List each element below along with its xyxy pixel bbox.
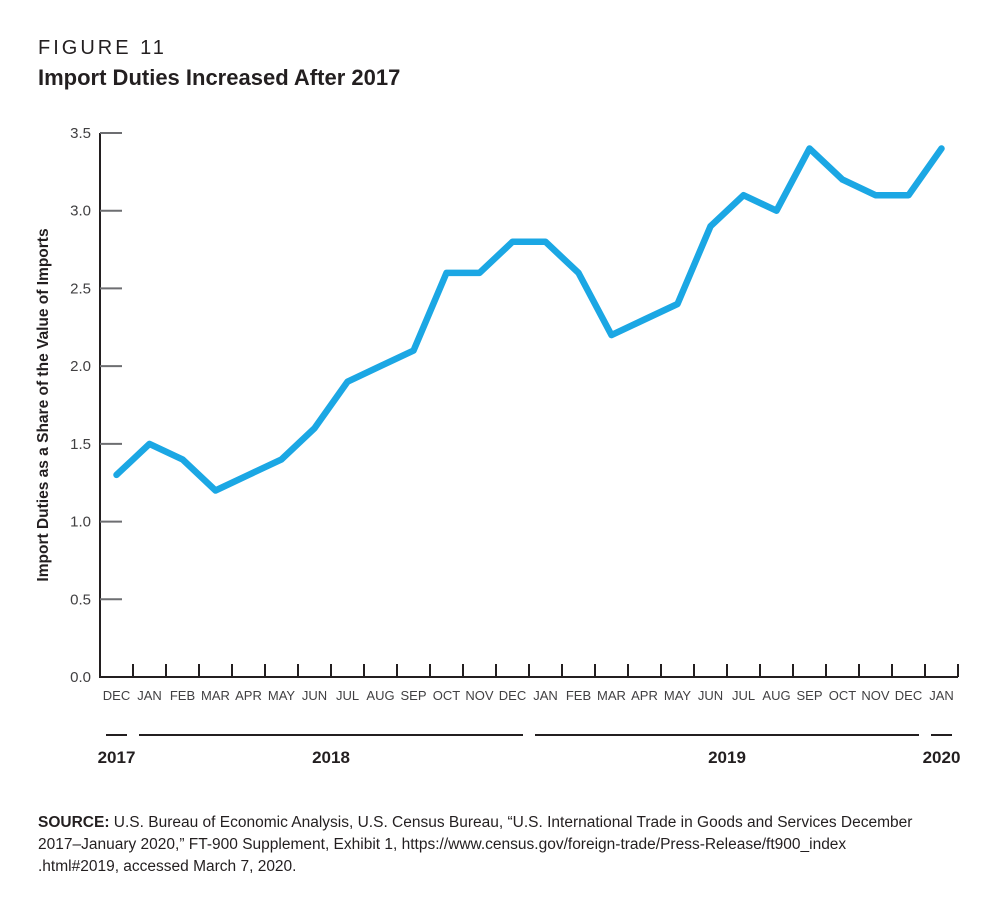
source-line: 2017–January 2020,” FT-900 Supplement, E…	[38, 836, 847, 853]
x-month-label: JUL	[732, 688, 755, 703]
x-month-label: OCT	[433, 688, 461, 703]
figure-title: Import Duties Increased After 2017	[38, 65, 401, 90]
y-tick-label: 2.5	[70, 280, 91, 297]
year-label: 2019	[708, 748, 746, 767]
source-text: U.S. Bureau of Economic Analysis, U.S. C…	[113, 814, 913, 831]
x-month-label: JAN	[533, 688, 558, 703]
year-label: 2018	[312, 748, 350, 767]
x-month-label: DEC	[895, 688, 922, 703]
x-month-label: FEB	[566, 688, 591, 703]
x-month-label: APR	[235, 688, 262, 703]
x-month-label: SEP	[796, 688, 822, 703]
x-month-label: MAY	[664, 688, 692, 703]
y-tick-label: 3.5	[70, 125, 91, 142]
x-month-label: NOV	[465, 688, 494, 703]
y-tick-label: 1.5	[70, 436, 91, 453]
x-month-label: MAR	[597, 688, 626, 703]
x-month-label: JAN	[929, 688, 954, 703]
x-month-label: AUG	[762, 688, 790, 703]
year-label: 2020	[923, 748, 961, 767]
x-month-label: MAR	[201, 688, 230, 703]
y-tick-label: 0.0	[70, 669, 91, 686]
x-month-label: FEB	[170, 688, 195, 703]
figure-header: FIGURE 11 Import Duties Increased After …	[38, 38, 400, 90]
x-month-label: APR	[631, 688, 658, 703]
y-tick-label: 3.0	[70, 203, 91, 220]
x-month-label: SEP	[400, 688, 426, 703]
x-month-label: NOV	[861, 688, 890, 703]
x-month-label: JUL	[336, 688, 359, 703]
y-tick-label: 2.0	[70, 358, 91, 375]
x-month-label: JUN	[698, 688, 723, 703]
year-label: 2017	[98, 748, 136, 767]
x-month-label: DEC	[103, 688, 130, 703]
y-axis-title: Import Duties as a Share of the Value of…	[35, 228, 52, 581]
source-line: SOURCE: U.S. Bureau of Economic Analysis…	[38, 812, 968, 834]
x-month-label: AUG	[366, 688, 394, 703]
x-month-label: OCT	[829, 688, 857, 703]
figure-label: FIGURE 11	[38, 37, 167, 59]
source-line: .html#2019, accessed March 7, 2020.	[38, 858, 297, 875]
x-month-label: DEC	[499, 688, 526, 703]
x-month-label: JUN	[302, 688, 327, 703]
data-line	[113, 145, 945, 494]
y-tick-label: 1.0	[70, 514, 91, 531]
y-tick-label: 0.5	[70, 591, 91, 608]
x-month-label: MAY	[268, 688, 296, 703]
source-note: SOURCE: U.S. Bureau of Economic Analysis…	[38, 812, 968, 878]
source-label: SOURCE:	[38, 814, 110, 831]
x-month-label: JAN	[137, 688, 162, 703]
